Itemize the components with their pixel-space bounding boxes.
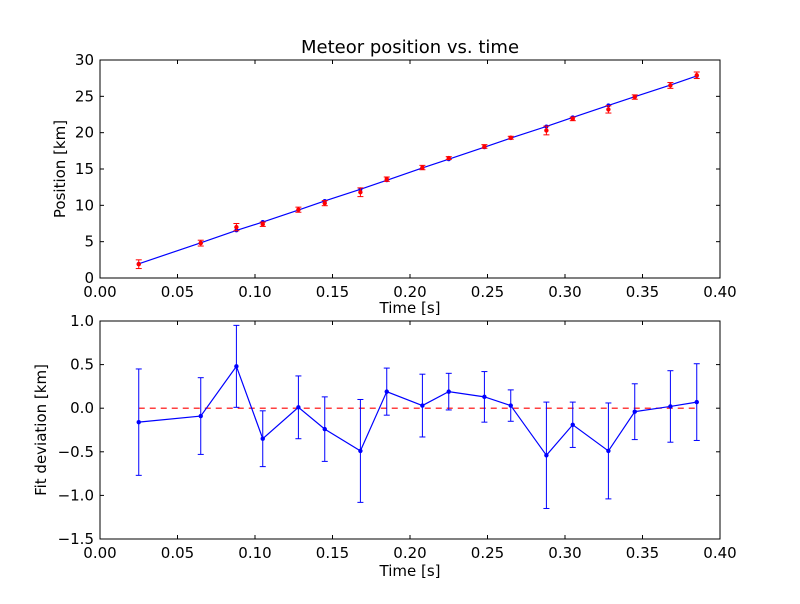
y-tick-label: 25 — [75, 87, 94, 105]
x-tick-label: 0.30 — [548, 283, 581, 301]
position-data-points — [135, 71, 700, 270]
position-x-axis-label: Time [s] — [379, 299, 441, 317]
deviation-data-point — [694, 399, 699, 405]
y-tick-label: 30 — [75, 51, 94, 69]
y-tick-label: 5 — [84, 233, 94, 251]
x-tick-label: 0.05 — [161, 544, 194, 562]
deviation-plot-area — [100, 321, 720, 539]
deviation-x-ticks: 0.00 0.05 0.10 0.15 0.20 0.25 0.30 0.35 0.40 — [83, 321, 737, 562]
position-chart-title: Meteor position vs. time — [301, 37, 519, 58]
deviation-data-point — [606, 448, 611, 454]
position-data-point — [606, 107, 611, 112]
position-data-point — [544, 128, 549, 133]
deviation-series-line — [138, 365, 697, 457]
y-tick-label: 1.0 — [70, 312, 94, 330]
y-tick-label: −0.5 — [58, 443, 94, 461]
y-tick-label: 0.0 — [70, 399, 94, 417]
deviation-y-ticks: −1.5 −1.0 −0.5 0.0 0.5 1.0 — [58, 312, 720, 548]
x-tick-label: 0.05 — [161, 283, 194, 301]
position-data-point — [632, 94, 637, 100]
x-tick-label: 0.10 — [238, 544, 271, 562]
position-data-point — [296, 207, 301, 212]
y-tick-label: 15 — [75, 160, 94, 178]
position-data-point — [358, 190, 363, 195]
position-data-point — [420, 165, 425, 170]
position-data-point — [482, 144, 487, 149]
x-tick-label: 0.40 — [703, 283, 736, 301]
position-data-point — [234, 224, 239, 230]
y-tick-label: 0 — [84, 269, 94, 287]
x-tick-label: 0.15 — [316, 544, 349, 562]
deviation-data-point — [420, 403, 425, 408]
x-tick-label: 0.00 — [83, 544, 116, 562]
position-y-ticks: 0 5 10 15 20 25 30 — [75, 51, 720, 287]
position-data-point — [198, 240, 203, 246]
position-axes: Meteor position vs. time Time [s] Positi… — [51, 37, 737, 317]
deviation-data-point — [570, 422, 575, 427]
x-tick-label: 0.35 — [626, 283, 659, 301]
deviation-data-point — [296, 405, 301, 410]
deviation-data-point — [260, 436, 265, 441]
position-data-point — [694, 73, 699, 78]
deviation-x-axis-label: Time [s] — [379, 562, 441, 580]
position-x-ticks: 0.00 0.05 0.10 0.15 0.20 0.25 0.30 0.35 0.40 — [83, 60, 737, 301]
deviation-y-axis-label: Fit deviation [km] — [32, 364, 50, 496]
position-y-axis-label: Position [km] — [51, 120, 69, 218]
x-tick-label: 0.15 — [316, 283, 349, 301]
position-data-point — [322, 200, 327, 206]
position-fit-polyline — [138, 75, 697, 265]
position-axes-frame — [99, 59, 721, 279]
y-tick-label: −1.5 — [58, 530, 94, 548]
position-data-point — [668, 83, 673, 88]
position-data-point — [260, 222, 265, 227]
position-data-point — [446, 155, 451, 161]
y-tick-label: 10 — [75, 196, 94, 214]
deviation-axes-frame — [99, 320, 721, 540]
position-data-point — [508, 135, 513, 140]
x-tick-label: 0.20 — [393, 544, 426, 562]
deviation-data-point — [136, 419, 141, 425]
deviation-data-point — [544, 453, 549, 458]
deviation-data-point — [482, 394, 487, 400]
deviation-data-point — [198, 413, 203, 419]
deviation-data-point — [384, 389, 389, 394]
x-tick-label: 0.35 — [626, 544, 659, 562]
y-tick-label: 0.5 — [70, 356, 94, 374]
x-tick-label: 0.25 — [471, 283, 504, 301]
deviation-data-point — [446, 389, 451, 394]
x-tick-label: 0.00 — [83, 283, 116, 301]
position-data-point — [136, 261, 141, 267]
deviation-data-point — [358, 448, 363, 454]
deviation-data-point — [632, 409, 637, 414]
deviation-data-point — [234, 364, 239, 369]
position-data-point — [570, 116, 575, 122]
deviation-data-point — [322, 426, 327, 432]
x-tick-label: 0.10 — [238, 283, 271, 301]
y-tick-label: 20 — [75, 124, 94, 142]
x-tick-label: 0.30 — [548, 544, 581, 562]
deviation-series — [135, 324, 700, 509]
x-tick-label: 0.20 — [393, 283, 426, 301]
deviation-data-point — [508, 403, 513, 408]
x-tick-label: 0.25 — [471, 544, 504, 562]
position-data-point — [384, 176, 389, 182]
deviation-data-point — [668, 404, 673, 409]
deviation-axes: Time [s] Fit deviation [km] 0.00 0.05 0.10… — [32, 312, 737, 580]
y-tick-label: −1.0 — [58, 486, 94, 504]
x-tick-label: 0.40 — [703, 544, 736, 562]
